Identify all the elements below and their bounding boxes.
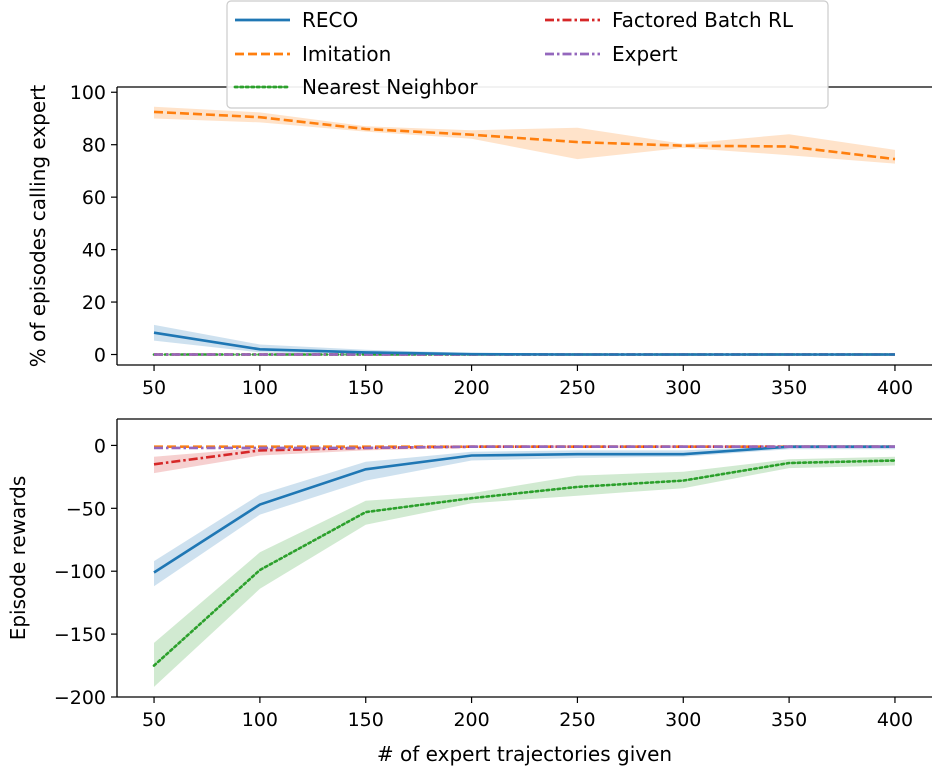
y-tick-label: 20 xyxy=(82,292,106,314)
x-tick-label: 300 xyxy=(665,377,701,399)
x-tick-label: 50 xyxy=(142,709,166,731)
x-tick-label: 400 xyxy=(877,709,913,731)
y-axis-label: Episode rewards xyxy=(6,476,30,641)
x-tick-label: 250 xyxy=(559,709,595,731)
x-tick-label: 400 xyxy=(877,377,913,399)
imitation-band xyxy=(154,106,895,164)
x-tick-label: 250 xyxy=(559,377,595,399)
top-panel-calling-expert: 50 100 150 200 250 300 350 400 0 20 40 60 80 100 % of … xyxy=(26,82,932,399)
legend-label-imitation: Imitation xyxy=(302,42,391,66)
x-tick-label: 350 xyxy=(771,377,807,399)
nearest-neighbor-band xyxy=(154,456,895,687)
expert-line xyxy=(154,445,895,450)
y-axis-label: % of episodes calling expert xyxy=(26,85,50,368)
y-tick-label: −100 xyxy=(54,561,106,583)
y-tick-label: 60 xyxy=(82,187,106,209)
legend: RECO Imitation Nearest Neighbor Factored Ba… xyxy=(226,0,829,109)
reco-line xyxy=(153,331,895,356)
x-tick-label: 200 xyxy=(453,377,489,399)
x-tick-label: 300 xyxy=(665,709,701,731)
legend-label-reco: RECO xyxy=(302,8,358,32)
x-tick-label: 150 xyxy=(348,709,384,731)
x-tick-label: 350 xyxy=(771,709,807,731)
y-tick-label: 0 xyxy=(94,435,106,457)
y-tick-label: 80 xyxy=(82,135,106,157)
reco-band xyxy=(154,445,895,587)
imitation-line xyxy=(153,110,896,161)
y-tick-label: −50 xyxy=(66,498,106,520)
legend-label-nearest-neighbor: Nearest Neighbor xyxy=(302,75,478,99)
x-axis-label: # of expert trajectories given xyxy=(377,742,672,766)
y-tick-label: −200 xyxy=(54,687,106,709)
legend-label-expert: Expert xyxy=(612,42,678,66)
legend-box xyxy=(226,0,829,109)
legend-label-factored-batch-rl: Factored Batch RL xyxy=(612,8,794,32)
nearest-neighbor-line xyxy=(152,459,897,667)
y-tick-label: 100 xyxy=(70,82,106,104)
bottom-panel-episode-rewards: 50 100 150 200 250 300 350 400 −200 −150 −100 −50 0 E… xyxy=(6,418,932,766)
x-tick-label: 100 xyxy=(242,709,278,731)
x-tick-label: 100 xyxy=(242,377,278,399)
x-tick-label: 150 xyxy=(348,377,384,399)
x-tick-label: 50 xyxy=(142,377,166,399)
y-tick-label: 40 xyxy=(82,240,106,262)
x-tick-label: 200 xyxy=(453,709,489,731)
y-tick-label: 0 xyxy=(94,345,106,367)
y-tick-label: −150 xyxy=(54,624,106,646)
